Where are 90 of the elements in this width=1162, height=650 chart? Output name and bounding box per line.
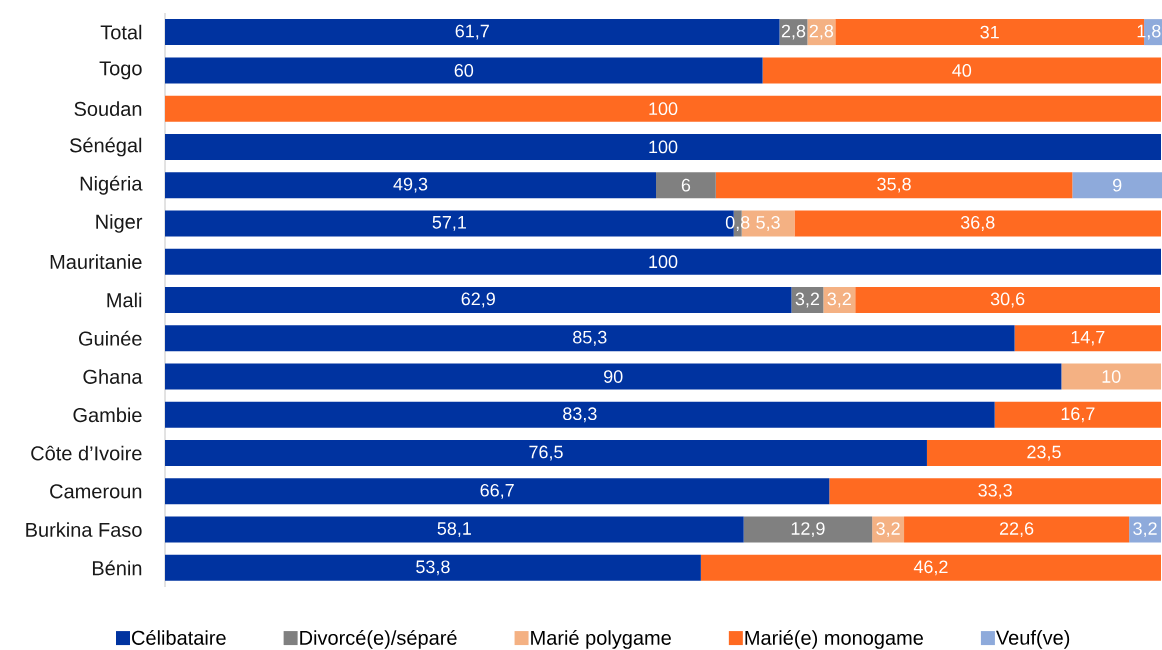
data-label: 100 — [649, 255, 678, 269]
bar — [165, 401, 995, 428]
bar — [165, 325, 1015, 352]
data-label: 3,2 — [795, 292, 820, 308]
data-label: 22,6 — [999, 522, 1034, 538]
bar — [165, 363, 1062, 390]
y-tick-label: Sénégal — [70, 137, 142, 157]
bar — [762, 57, 1161, 84]
data-label: 5,3 — [756, 216, 780, 231]
y-tick-label: Guinée — [79, 330, 142, 346]
data-label: 16,7 — [1061, 407, 1095, 423]
data-label: 23,5 — [1027, 445, 1061, 461]
data-label: 57,1 — [432, 216, 466, 231]
data-label: 2,8 — [809, 24, 834, 40]
data-label: 9 — [1113, 178, 1122, 192]
legend-label: Marié(e) monogame — [745, 629, 923, 649]
data-label: 0,8 — [725, 216, 750, 231]
data-label: 3,2 — [876, 522, 900, 538]
data-label: 83,3 — [563, 407, 597, 423]
y-tick-label: Mali — [107, 292, 142, 308]
data-label: 61,7 — [455, 24, 489, 40]
data-label: 85,3 — [573, 330, 607, 346]
y-tick-label: Niger — [96, 214, 143, 233]
legend-label: Marié polygame — [531, 629, 671, 649]
bar — [165, 172, 657, 199]
bar — [165, 516, 744, 543]
data-label: 30,6 — [990, 292, 1025, 308]
y-tick-label: Côte d’Ivoire — [31, 445, 142, 461]
bar — [829, 478, 1161, 505]
y-tick-label: Burkina Faso — [26, 522, 142, 537]
bar — [165, 554, 701, 581]
legend-label: Veuf(ve) — [996, 630, 1070, 649]
data-label: 40 — [952, 64, 972, 77]
data-label: 100 — [649, 102, 678, 116]
bar — [165, 248, 1161, 275]
data-label: 6 — [681, 178, 691, 192]
bar — [1061, 363, 1161, 390]
bar — [904, 516, 1130, 543]
bar — [715, 172, 1073, 199]
bar — [656, 172, 716, 199]
data-label: 36,8 — [960, 216, 995, 231]
y-tick-label: Soudan — [74, 101, 142, 117]
y-tick-label: Togo — [99, 61, 142, 80]
data-label: 3,2 — [1133, 522, 1157, 538]
data-label: 76,5 — [529, 445, 563, 461]
data-label: 2,8 — [781, 24, 806, 40]
data-label: 53,8 — [416, 560, 450, 576]
bar — [1072, 172, 1162, 199]
y-tick-label: Bénin — [92, 560, 142, 576]
data-label: 33,3 — [978, 483, 1012, 499]
bar — [823, 286, 856, 313]
bar — [872, 516, 905, 543]
legend-label: Divorcé(e)/séparé — [300, 629, 457, 649]
bar — [165, 440, 927, 467]
bar — [794, 210, 1161, 237]
data-label: 58,1 — [437, 522, 471, 538]
data-label: 62,9 — [461, 292, 495, 308]
data-label: 12,9 — [791, 522, 825, 538]
y-tick-label: Nigéria — [80, 175, 143, 195]
data-label: 46,2 — [913, 560, 948, 576]
bar — [165, 57, 763, 84]
data-label: 3,2 — [827, 292, 851, 308]
y-tick-label: Cameroun — [50, 484, 142, 499]
y-tick-label: Total — [100, 24, 142, 40]
bar — [165, 19, 780, 46]
data-label: 66,7 — [480, 483, 514, 499]
data-label: 49,3 — [393, 177, 428, 193]
bar — [994, 401, 1161, 428]
bar — [700, 554, 1161, 581]
data-label: 31 — [980, 25, 999, 39]
bar — [1129, 516, 1161, 543]
y-tick-label: Mauritanie — [50, 254, 142, 270]
bar — [165, 95, 1161, 122]
data-label: 14,7 — [1071, 330, 1105, 346]
data-label: 60 — [454, 64, 474, 77]
bar — [791, 286, 824, 313]
y-tick-label: Gambie — [73, 407, 142, 423]
data-label: 35,8 — [877, 177, 911, 193]
bar — [926, 440, 1161, 467]
bar — [165, 133, 1161, 160]
bar — [855, 286, 1161, 313]
data-label: 100 — [649, 140, 678, 154]
data-label: 90 — [604, 370, 623, 383]
data-label: 10 — [1102, 370, 1121, 383]
bar — [743, 516, 873, 543]
y-tick-label: Ghana — [83, 369, 143, 384]
bar — [165, 478, 830, 505]
legend-label: Célibataire — [132, 629, 226, 645]
bar — [1014, 325, 1161, 352]
bar — [165, 286, 792, 313]
